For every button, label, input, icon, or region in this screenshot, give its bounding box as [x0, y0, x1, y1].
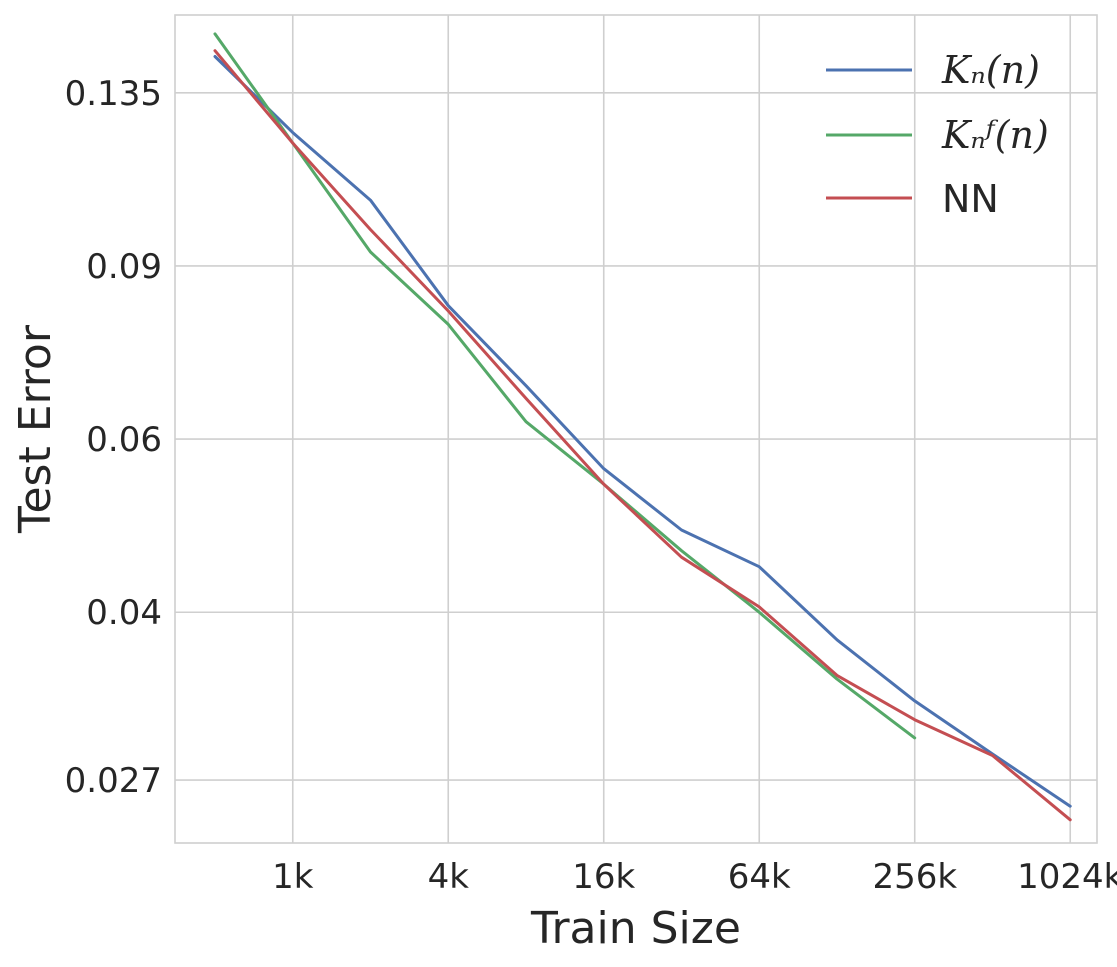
- y-axis-title: Test Error: [10, 324, 61, 534]
- y-tick-label: 0.06: [86, 420, 162, 460]
- y-tick-label: 0.09: [86, 247, 162, 287]
- x-tick-label: 1k: [272, 857, 314, 897]
- y-tick-label: 0.135: [65, 74, 162, 114]
- x-tick-labels: 1k 4k 16k 64k 256k 1024k: [272, 857, 1117, 897]
- y-tick-labels: 0.135 0.09 0.06 0.04 0.027: [65, 74, 162, 801]
- legend: Kₙ(n) Kₙᶠ(n) NN: [826, 48, 1049, 221]
- x-tick-label: 64k: [728, 857, 791, 897]
- series-layer: [213, 32, 1072, 822]
- y-tick-label: 0.027: [65, 761, 162, 801]
- series-line-k-n-n-: [213, 55, 1072, 808]
- axes-frame: [174, 14, 1098, 844]
- series-line-nn: [213, 49, 1072, 822]
- legend-label-knf: Kₙᶠ(n): [941, 113, 1049, 157]
- x-tick-label: 256k: [872, 857, 957, 897]
- x-tick-label: 1024k: [1017, 857, 1117, 897]
- x-tick-label: 4k: [428, 857, 470, 897]
- x-tick-label: 16k: [572, 857, 635, 897]
- series-line-k-n-f-n-: [213, 32, 917, 740]
- grid: [175, 15, 1097, 843]
- legend-label-nn: NN: [942, 177, 999, 221]
- x-axis-title: Train Size: [530, 903, 741, 954]
- y-tick-label: 0.04: [86, 593, 162, 633]
- legend-label-kn: Kₙ(n): [941, 48, 1040, 92]
